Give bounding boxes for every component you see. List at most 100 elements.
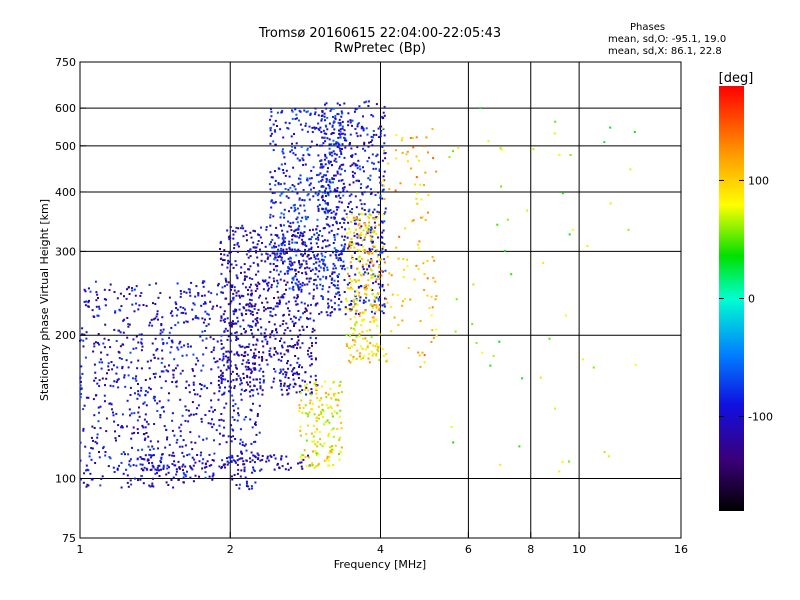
data-point	[259, 367, 262, 370]
data-point	[329, 153, 332, 156]
data-point	[323, 227, 326, 229]
data-point	[168, 364, 170, 367]
data-point	[200, 369, 203, 372]
data-point	[343, 186, 346, 189]
data-point	[294, 372, 297, 375]
data-point	[374, 310, 377, 313]
data-point	[296, 241, 298, 244]
data-point	[349, 246, 352, 249]
data-point	[322, 275, 325, 278]
data-point	[237, 412, 239, 415]
data-point	[221, 466, 223, 468]
data-point	[143, 418, 146, 421]
data-point	[370, 135, 373, 138]
data-point	[340, 153, 343, 155]
data-point	[210, 292, 213, 295]
data-point	[330, 397, 333, 400]
data-point	[226, 229, 229, 232]
data-point	[106, 353, 109, 356]
data-point	[104, 304, 107, 307]
data-point	[325, 195, 327, 197]
data-point	[275, 226, 278, 229]
data-point	[316, 174, 318, 177]
data-point	[243, 346, 246, 349]
data-point	[381, 251, 384, 254]
data-point	[174, 464, 177, 467]
data-point	[118, 435, 121, 437]
data-point	[339, 136, 342, 139]
data-point	[203, 384, 206, 387]
data-point	[270, 355, 273, 358]
data-point	[313, 413, 316, 416]
data-point	[343, 156, 346, 159]
data-point	[548, 337, 551, 340]
data-point	[230, 324, 233, 326]
data-point	[373, 231, 376, 234]
data-point	[341, 127, 344, 130]
data-point	[292, 278, 295, 281]
data-point	[107, 339, 110, 341]
data-point	[377, 213, 380, 215]
data-point	[149, 454, 152, 457]
data-point	[310, 363, 313, 366]
data-point	[112, 364, 115, 367]
data-point	[162, 466, 165, 469]
data-point	[273, 454, 276, 457]
data-point	[300, 465, 303, 468]
data-point	[244, 230, 247, 233]
data-point	[173, 434, 176, 437]
data-point	[479, 107, 482, 110]
data-point	[267, 289, 269, 292]
data-point	[341, 125, 344, 128]
data-point	[331, 277, 334, 280]
data-point	[384, 157, 387, 160]
data-point	[331, 412, 333, 415]
data-point	[277, 183, 280, 186]
data-point	[291, 287, 294, 290]
data-point	[93, 342, 96, 345]
data-point	[282, 262, 284, 265]
data-point	[231, 416, 234, 419]
data-point	[140, 342, 143, 345]
data-point	[371, 231, 374, 234]
data-point	[225, 402, 228, 405]
data-point	[352, 176, 355, 179]
data-point	[148, 462, 150, 465]
data-point	[294, 146, 297, 149]
data-point	[172, 476, 175, 479]
data-point	[290, 149, 293, 152]
data-point	[407, 347, 410, 349]
data-point	[262, 370, 265, 373]
data-point	[352, 181, 355, 184]
data-point	[250, 305, 253, 308]
data-point	[256, 312, 259, 315]
data-point	[321, 297, 324, 300]
data-point	[357, 159, 360, 162]
data-point	[99, 484, 102, 487]
data-point	[329, 254, 332, 257]
data-point	[350, 193, 353, 196]
data-point	[242, 355, 245, 358]
data-point	[331, 164, 333, 166]
data-point	[117, 386, 120, 389]
data-point	[299, 204, 302, 207]
data-point	[114, 311, 117, 314]
data-point	[504, 250, 507, 252]
data-point	[366, 185, 369, 188]
data-point	[170, 310, 173, 313]
data-point	[204, 414, 207, 416]
data-point	[135, 375, 138, 378]
data-point	[194, 474, 197, 477]
data-point	[340, 115, 343, 118]
data-point	[216, 304, 218, 307]
data-point	[222, 393, 225, 396]
data-point	[364, 271, 366, 274]
data-point	[236, 242, 239, 244]
data-point	[305, 277, 308, 280]
data-point	[267, 281, 270, 284]
data-point	[316, 384, 319, 387]
data-point	[317, 192, 320, 195]
data-point	[272, 201, 275, 204]
data-point	[136, 397, 139, 400]
data-point	[326, 419, 329, 422]
